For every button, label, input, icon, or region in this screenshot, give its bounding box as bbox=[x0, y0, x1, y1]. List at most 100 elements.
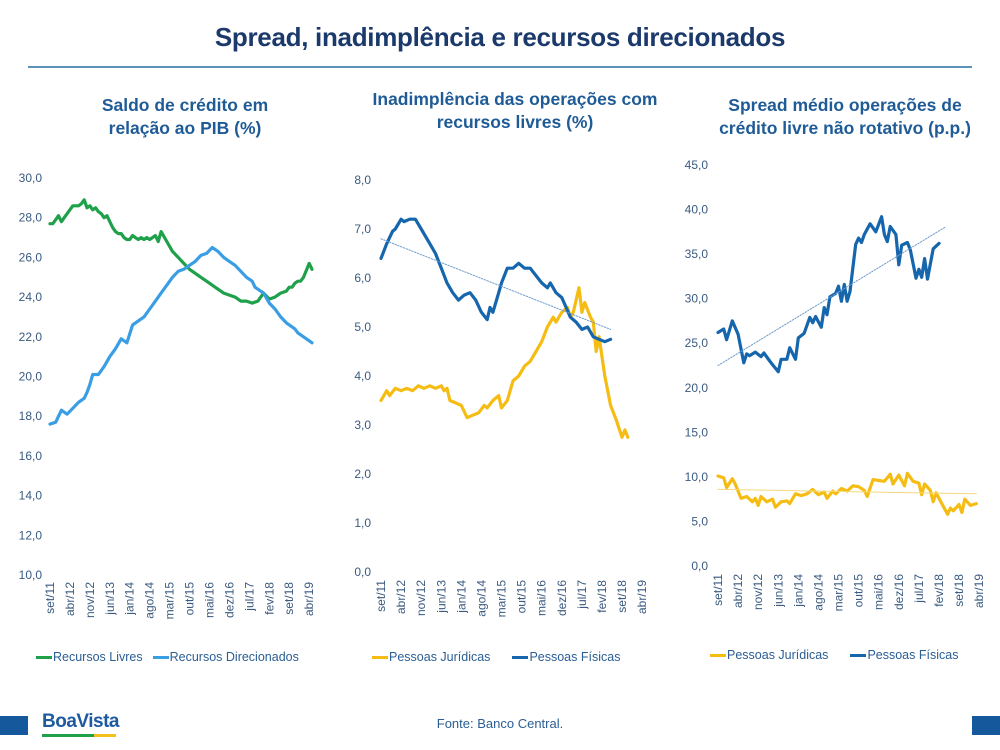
x-tick-label: jul/17 bbox=[912, 574, 926, 604]
y-tick-label: 26,0 bbox=[19, 250, 43, 264]
x-tick-label: mar/15 bbox=[163, 582, 177, 620]
legend-item-pessoas-fisicas: Pessoas Físicas bbox=[512, 650, 620, 664]
series-line-tend-ncia-pessoas-f-sicas bbox=[380, 238, 612, 330]
legend-label: Pessoas Jurídicas bbox=[389, 650, 491, 664]
x-tick-label: jun/13 bbox=[103, 582, 117, 616]
x-tick-label: out/15 bbox=[183, 582, 197, 616]
series-line-pessoas-f-sicas bbox=[716, 215, 941, 374]
legend-swatch bbox=[372, 655, 388, 659]
x-tick-label: ago/14 bbox=[474, 580, 488, 617]
x-tick-label: mar/15 bbox=[832, 574, 846, 612]
x-tick-label: nov/12 bbox=[414, 580, 428, 616]
chart-title-line: Saldo de crédito em bbox=[101, 95, 269, 115]
logo-underline bbox=[42, 734, 120, 737]
footer-left-accent bbox=[0, 716, 28, 735]
y-tick-label: 5,0 bbox=[354, 320, 371, 334]
legend-label: Recursos Livres bbox=[53, 650, 143, 664]
legend-label: Pessoas Jurídicas bbox=[727, 648, 829, 662]
chart-title-line: relação ao PIB (%) bbox=[108, 118, 262, 138]
x-tick-label: set/18 bbox=[282, 582, 296, 615]
legend-inadimplencia: Pessoas Jurídicas Pessoas Físicas bbox=[372, 650, 620, 664]
source-note: Fonte: Banco Central. bbox=[436, 716, 564, 731]
y-tick-label: 30,0 bbox=[19, 171, 43, 185]
legend-swatch bbox=[152, 655, 169, 659]
legend-saldo: Recursos Livres Recursos Direcionados bbox=[36, 650, 299, 664]
legend-swatch bbox=[710, 653, 726, 657]
x-tick-label: set/11 bbox=[374, 580, 388, 612]
chart-title-line: Spread médio operações de bbox=[728, 95, 962, 115]
series-line-tend-ncia-pessoas-jur-dicas bbox=[717, 488, 977, 495]
series-line-recursos-livres bbox=[48, 198, 314, 305]
y-tick-label: 18,0 bbox=[19, 409, 43, 423]
page-title: Spread, inadimplência e recursos direcio… bbox=[214, 22, 786, 52]
x-tick-label: abr/12 bbox=[731, 574, 745, 608]
x-tick-label: out/15 bbox=[852, 574, 866, 608]
legend-label: Pessoas Físicas bbox=[867, 648, 959, 662]
y-tick-label: 8,0 bbox=[354, 173, 371, 187]
x-tick-label: dez/16 bbox=[555, 580, 569, 616]
x-tick-label: ago/14 bbox=[143, 582, 157, 619]
y-tick-label: 35,0 bbox=[685, 247, 709, 261]
chart-title-saldo: Saldo de crédito em relação ao PIB (%) bbox=[55, 94, 315, 140]
legend-swatch bbox=[850, 653, 867, 657]
y-tick-label: 10,0 bbox=[685, 470, 709, 484]
y-tick-label: 45,0 bbox=[685, 158, 709, 172]
y-tick-label: 16,0 bbox=[19, 449, 43, 463]
chart-inadimplencia: 0,0 1,0 2,0 3,0 4,0 5,0 6,0 7,0 8,0 set/11 abr/12 n… bbox=[354, 173, 649, 617]
y-tick-label: 20,0 bbox=[685, 381, 709, 395]
boavista-logo: BoaVista bbox=[42, 712, 120, 737]
chart-saldo: 10,0 12,0 14,0 16,0 18,0 20,0 22,0 24,0 26,0 28,0… bbox=[19, 171, 317, 619]
x-tick-label: jul/17 bbox=[575, 580, 589, 610]
logo-text: BoaVista bbox=[42, 711, 119, 732]
x-tick-label: fev/18 bbox=[932, 574, 946, 607]
x-tick-label: set/18 bbox=[615, 580, 629, 613]
y-tick-label: 12,0 bbox=[19, 528, 43, 542]
chart-spread: 0,0 5,0 10,0 15,0 20,0 25,0 30,0 35,0 40,0 45,0 se… bbox=[685, 158, 986, 611]
y-tick-label: 25,0 bbox=[685, 336, 709, 350]
chart-title-line: Inadimplência das operações com bbox=[372, 89, 658, 109]
y-tick-label: 24,0 bbox=[19, 290, 43, 304]
x-tick-label: mai/16 bbox=[872, 574, 886, 610]
x-tick-label: abr/19 bbox=[972, 574, 986, 608]
y-tick-label: 15,0 bbox=[685, 425, 709, 439]
chart-title-spread: Spread médio operações de crédito livre … bbox=[690, 94, 1000, 140]
x-tick-label: jan/14 bbox=[454, 580, 468, 614]
x-tick-label: set/18 bbox=[952, 574, 966, 607]
y-tick-label: 1,0 bbox=[354, 516, 371, 530]
y-tick-label: 0,0 bbox=[354, 565, 371, 579]
x-tick-label: jun/13 bbox=[434, 580, 448, 614]
chart-title-line: crédito livre não rotativo (p.p.) bbox=[719, 118, 971, 138]
x-tick-label: mar/15 bbox=[495, 580, 509, 618]
legend-spread: Pessoas Jurídicas Pessoas Físicas bbox=[710, 648, 958, 662]
x-tick-label: set/11 bbox=[711, 574, 725, 606]
series-line-tend-ncia-pessoas-f-sicas bbox=[717, 226, 946, 366]
chart-title-line: recursos livres (%) bbox=[436, 112, 594, 132]
x-tick-label: abr/12 bbox=[394, 580, 408, 614]
legend-item-pessoas-juridicas: Pessoas Jurídicas bbox=[372, 650, 490, 664]
x-tick-label: nov/12 bbox=[751, 574, 765, 610]
y-tick-label: 30,0 bbox=[685, 292, 709, 306]
legend-item-recursos-direcionados: Recursos Direcionados bbox=[152, 650, 299, 664]
x-tick-label: set/11 bbox=[43, 582, 57, 614]
legend-label: Recursos Direcionados bbox=[169, 650, 299, 664]
legend-item-pessoas-fisicas: Pessoas Físicas bbox=[850, 648, 958, 662]
y-tick-label: 14,0 bbox=[19, 489, 43, 503]
y-tick-label: 4,0 bbox=[354, 369, 371, 383]
x-tick-label: nov/12 bbox=[83, 582, 97, 618]
series-line-pessoas-jur-dicas bbox=[716, 471, 978, 516]
x-tick-label: fev/18 bbox=[262, 582, 276, 615]
y-tick-label: 5,0 bbox=[691, 514, 708, 528]
legend-label: Pessoas Físicas bbox=[529, 650, 621, 664]
y-tick-label: 20,0 bbox=[19, 370, 43, 384]
y-tick-label: 22,0 bbox=[19, 330, 43, 344]
x-tick-label: jul/17 bbox=[242, 582, 256, 612]
y-tick-label: 7,0 bbox=[354, 222, 371, 236]
x-tick-label: jan/14 bbox=[791, 574, 805, 608]
y-tick-label: 10,0 bbox=[19, 568, 43, 582]
x-tick-label: dez/16 bbox=[892, 574, 906, 610]
y-tick-label: 28,0 bbox=[19, 211, 43, 225]
x-tick-label: dez/16 bbox=[222, 582, 236, 618]
legend-swatch bbox=[512, 655, 529, 659]
x-tick-label: abr/19 bbox=[302, 582, 316, 616]
